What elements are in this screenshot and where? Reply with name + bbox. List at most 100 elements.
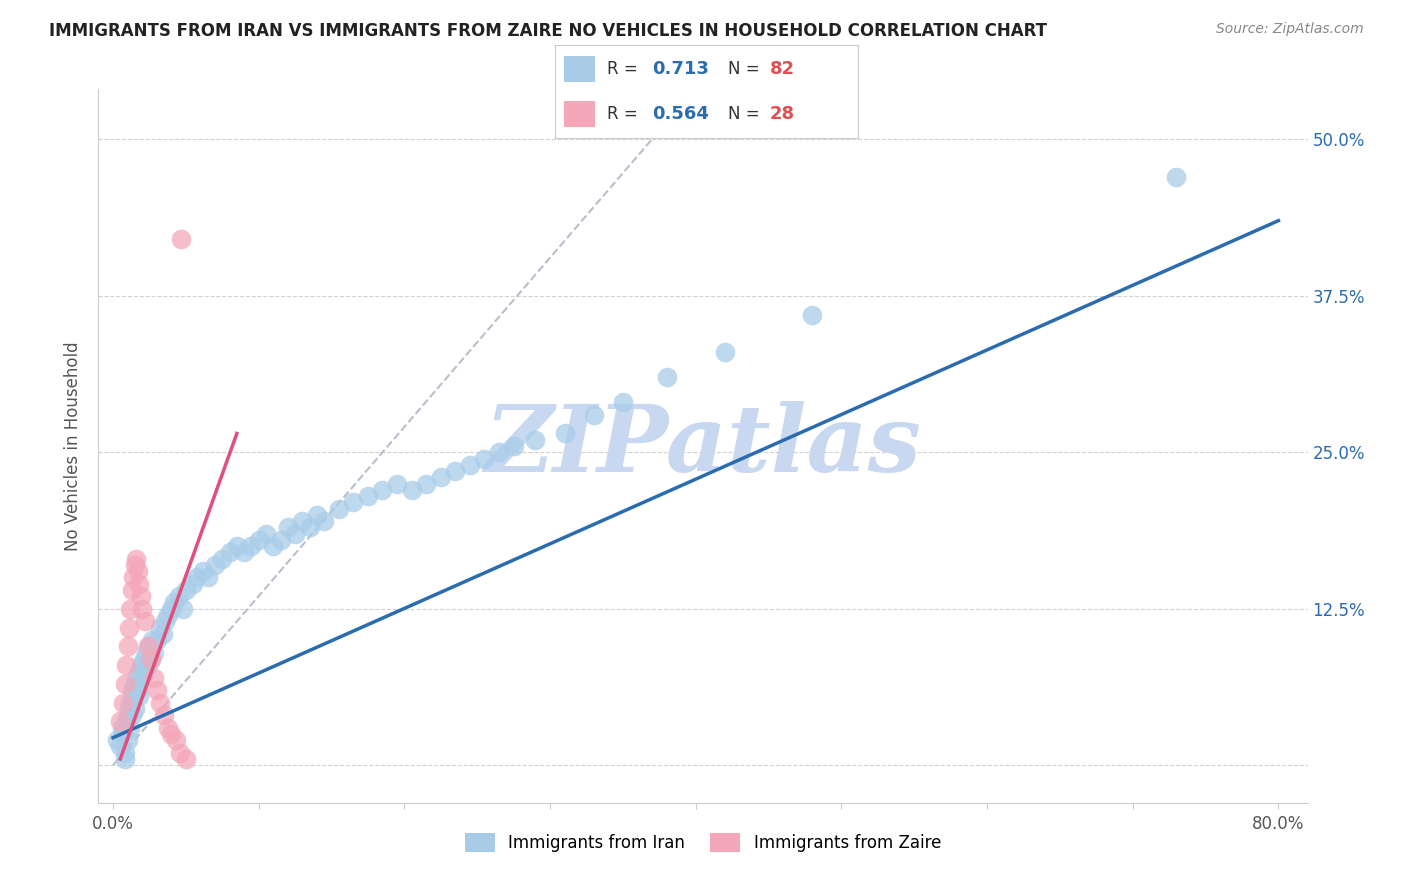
Point	[225, 539, 247, 553]
Point	[157, 607, 180, 622]
Point	[117, 708, 139, 723]
Point	[181, 576, 204, 591]
Point	[254, 526, 277, 541]
Text: N =: N =	[728, 105, 765, 123]
Point	[145, 633, 167, 648]
Point	[488, 445, 510, 459]
Point	[110, 714, 132, 729]
Point	[124, 677, 146, 691]
Point	[141, 633, 163, 648]
Point	[115, 714, 138, 729]
Point	[429, 470, 451, 484]
Point	[114, 746, 136, 760]
Point	[371, 483, 394, 497]
Point	[186, 570, 208, 584]
Bar	[564, 101, 595, 127]
Point	[131, 601, 153, 615]
Text: Source: ZipAtlas.com: Source: ZipAtlas.com	[1216, 22, 1364, 37]
Text: R =: R =	[607, 105, 643, 123]
Point	[132, 652, 155, 666]
Point	[284, 526, 307, 541]
Point	[127, 683, 149, 698]
Point	[131, 671, 153, 685]
Point	[298, 520, 321, 534]
Text: N =: N =	[728, 60, 765, 78]
Text: R =: R =	[607, 60, 643, 78]
Point	[145, 683, 167, 698]
Point	[291, 514, 314, 528]
Point	[197, 570, 219, 584]
Point	[149, 621, 172, 635]
Point	[111, 721, 134, 735]
Point	[120, 601, 142, 615]
Point	[135, 646, 157, 660]
Point	[160, 727, 183, 741]
Point	[167, 589, 190, 603]
Point	[233, 545, 256, 559]
Text: 0.713: 0.713	[652, 60, 709, 78]
Point	[121, 683, 143, 698]
Point	[118, 621, 141, 635]
Point	[110, 739, 132, 754]
Point	[554, 426, 576, 441]
Point	[139, 652, 162, 666]
Point	[134, 614, 156, 628]
Point	[128, 665, 150, 679]
Point	[136, 658, 159, 673]
Point	[115, 658, 138, 673]
Point	[582, 408, 605, 422]
Point	[357, 489, 380, 503]
Point	[714, 345, 737, 359]
Point	[149, 696, 172, 710]
Point	[163, 595, 186, 609]
Point	[121, 708, 143, 723]
Point	[142, 671, 165, 685]
Point	[114, 677, 136, 691]
Point	[174, 752, 197, 766]
Point	[122, 570, 145, 584]
Point	[127, 564, 149, 578]
Point	[801, 308, 824, 322]
Point	[153, 708, 176, 723]
Point	[193, 564, 215, 578]
Point	[117, 640, 139, 654]
Point	[277, 520, 299, 534]
Legend: Immigrants from Iran, Immigrants from Zaire: Immigrants from Iran, Immigrants from Za…	[458, 826, 948, 859]
Point	[328, 501, 350, 516]
Point	[114, 752, 136, 766]
Point	[138, 640, 160, 654]
Point	[415, 476, 437, 491]
Point	[165, 733, 187, 747]
Point	[270, 533, 292, 547]
Point	[612, 395, 634, 409]
Point	[155, 614, 177, 628]
Point	[247, 533, 270, 547]
Point	[112, 696, 135, 710]
Point	[128, 690, 150, 704]
Point	[134, 665, 156, 679]
Point	[385, 476, 408, 491]
Point	[152, 627, 174, 641]
Text: 0.564: 0.564	[652, 105, 709, 123]
Point	[120, 721, 142, 735]
Point	[142, 646, 165, 660]
Point	[157, 721, 180, 735]
Point	[139, 652, 162, 666]
Point	[401, 483, 423, 497]
Point	[240, 539, 263, 553]
Point	[174, 582, 197, 597]
Point	[305, 508, 328, 522]
Point	[342, 495, 364, 509]
Point	[458, 458, 481, 472]
Point	[136, 640, 159, 654]
Point	[128, 576, 150, 591]
Point	[444, 464, 467, 478]
Point	[112, 727, 135, 741]
Point	[124, 558, 146, 572]
Point	[129, 589, 152, 603]
Point	[160, 601, 183, 615]
Text: IMMIGRANTS FROM IRAN VS IMMIGRANTS FROM ZAIRE NO VEHICLES IN HOUSEHOLD CORRELATI: IMMIGRANTS FROM IRAN VS IMMIGRANTS FROM …	[49, 22, 1047, 40]
Point	[169, 746, 191, 760]
Point	[120, 696, 142, 710]
Point	[172, 601, 194, 615]
